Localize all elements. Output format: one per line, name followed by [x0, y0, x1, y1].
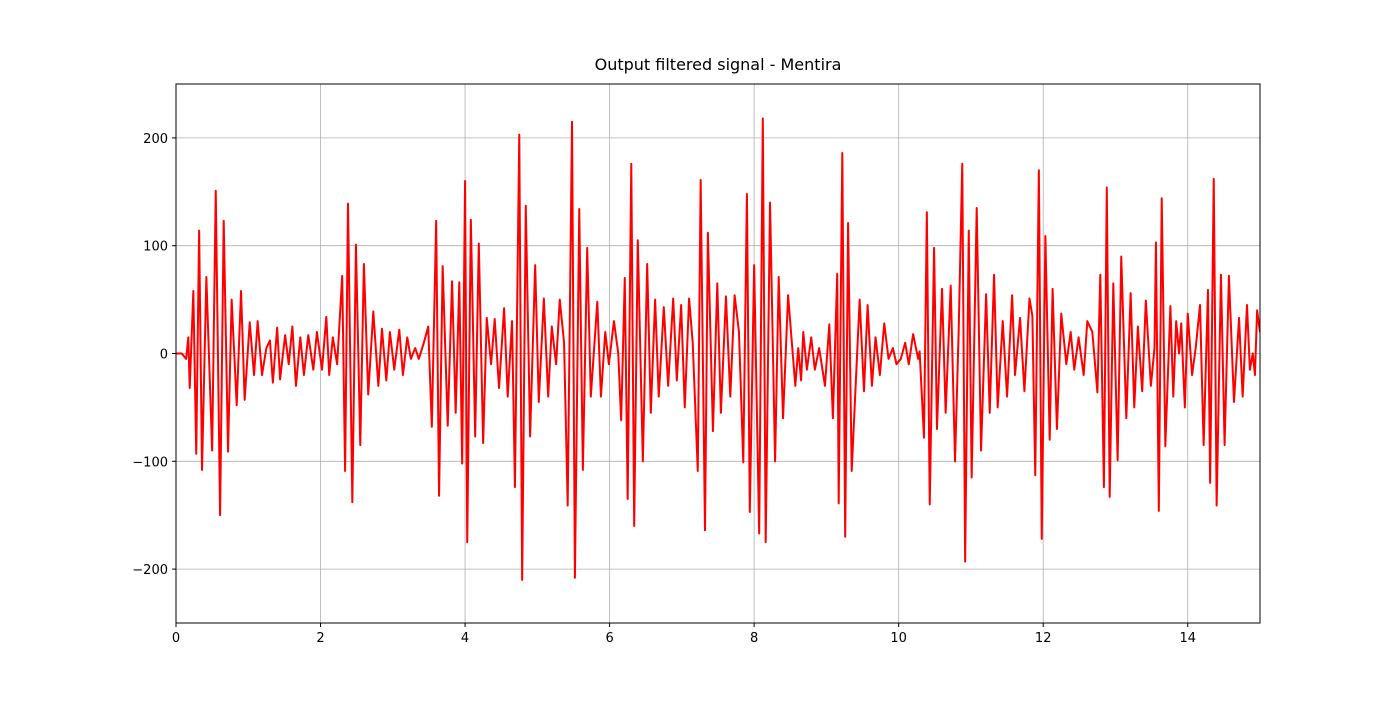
- y-tick-label: 0: [160, 348, 168, 363]
- x-tick-label: 2: [316, 631, 324, 646]
- x-tick-label: 12: [1035, 631, 1052, 646]
- chart-title: Output filtered signal - Mentira: [595, 55, 842, 74]
- y-tick-label: −100: [132, 455, 168, 470]
- signal-line: [176, 117, 1260, 581]
- x-tick-label: 0: [172, 631, 180, 646]
- y-tick-label: 100: [143, 240, 168, 255]
- x-tick-label: 4: [461, 631, 469, 646]
- x-tick-label: 14: [1179, 631, 1196, 646]
- grid: [175, 84, 1260, 623]
- x-tick-label: 10: [890, 631, 907, 646]
- y-tick-label: 200: [143, 132, 168, 147]
- x-tick-label: 8: [750, 631, 758, 646]
- plot-area: [176, 117, 1260, 581]
- x-tick-label: 6: [605, 631, 613, 646]
- ticks: 0 2 4 6 8 10 12 14 −200 −100 0 100 200: [132, 132, 1196, 646]
- y-tick-label: −200: [132, 563, 168, 578]
